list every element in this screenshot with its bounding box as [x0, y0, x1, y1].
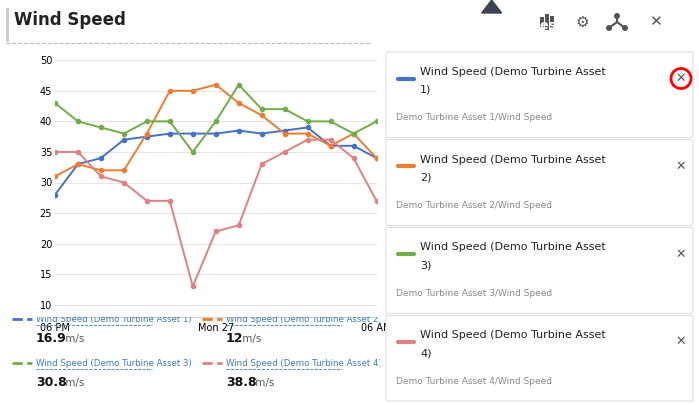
Bar	[6, 8, 9, 42]
Text: 3): 3)	[420, 260, 431, 271]
Text: 38.8: 38.8	[226, 377, 257, 390]
Bar	[540, 17, 544, 27]
Text: Demo Turbine Asset 2/Wind Speed: Demo Turbine Asset 2/Wind Speed	[396, 201, 552, 210]
Text: Wind Speed (Demo Turbine Asset: Wind Speed (Demo Turbine Asset	[420, 67, 606, 77]
Text: ✕: ✕	[676, 72, 686, 85]
FancyBboxPatch shape	[386, 228, 693, 313]
FancyBboxPatch shape	[386, 315, 693, 401]
Text: Wind Speed (Demo Turbine Asset 2): Wind Speed (Demo Turbine Asset 2)	[226, 315, 382, 324]
Text: Wind Speed (Demo Turbine Asset 4): Wind Speed (Demo Turbine Asset 4)	[226, 358, 382, 367]
Bar	[550, 16, 554, 28]
Text: m/s: m/s	[62, 378, 85, 388]
Text: Demo Turbine Asset 1/Wind Speed: Demo Turbine Asset 1/Wind Speed	[396, 113, 552, 122]
Text: ✕: ✕	[676, 247, 686, 260]
Bar	[545, 14, 549, 30]
Text: 12: 12	[226, 333, 243, 345]
Circle shape	[622, 25, 628, 31]
Text: 1): 1)	[420, 85, 431, 95]
Text: ✕: ✕	[676, 335, 686, 348]
Text: 16.9: 16.9	[36, 333, 66, 345]
Text: ✕: ✕	[649, 15, 661, 30]
Circle shape	[614, 13, 620, 19]
Text: Wind Speed (Demo Turbine Asset: Wind Speed (Demo Turbine Asset	[420, 330, 606, 340]
FancyBboxPatch shape	[386, 52, 693, 138]
Text: Added asset properties: Added asset properties	[392, 19, 556, 32]
Text: 4): 4)	[420, 348, 431, 358]
Text: Demo Turbine Asset 3/Wind Speed: Demo Turbine Asset 3/Wind Speed	[396, 289, 552, 298]
Text: Wind Speed (Demo Turbine Asset 3): Wind Speed (Demo Turbine Asset 3)	[36, 358, 192, 367]
Text: Demo Turbine Asset 4/Wind Speed: Demo Turbine Asset 4/Wind Speed	[396, 377, 552, 386]
Text: Wind Speed (Demo Turbine Asset: Wind Speed (Demo Turbine Asset	[420, 155, 606, 165]
Text: ⚙: ⚙	[575, 15, 589, 30]
Text: ✕: ✕	[676, 160, 686, 173]
Circle shape	[606, 25, 612, 31]
Text: 2): 2)	[420, 173, 431, 183]
Text: 30.8: 30.8	[36, 377, 66, 390]
FancyBboxPatch shape	[386, 140, 693, 226]
Polygon shape	[482, 0, 502, 13]
Text: m/s: m/s	[239, 334, 261, 344]
Text: m/s: m/s	[62, 334, 85, 344]
Text: m/s: m/s	[252, 378, 275, 388]
Text: Wind Speed: Wind Speed	[14, 11, 126, 29]
Text: Wind Speed (Demo Turbine Asset: Wind Speed (Demo Turbine Asset	[420, 243, 606, 252]
Text: Wind Speed (Demo Turbine Asset 1): Wind Speed (Demo Turbine Asset 1)	[36, 315, 192, 324]
